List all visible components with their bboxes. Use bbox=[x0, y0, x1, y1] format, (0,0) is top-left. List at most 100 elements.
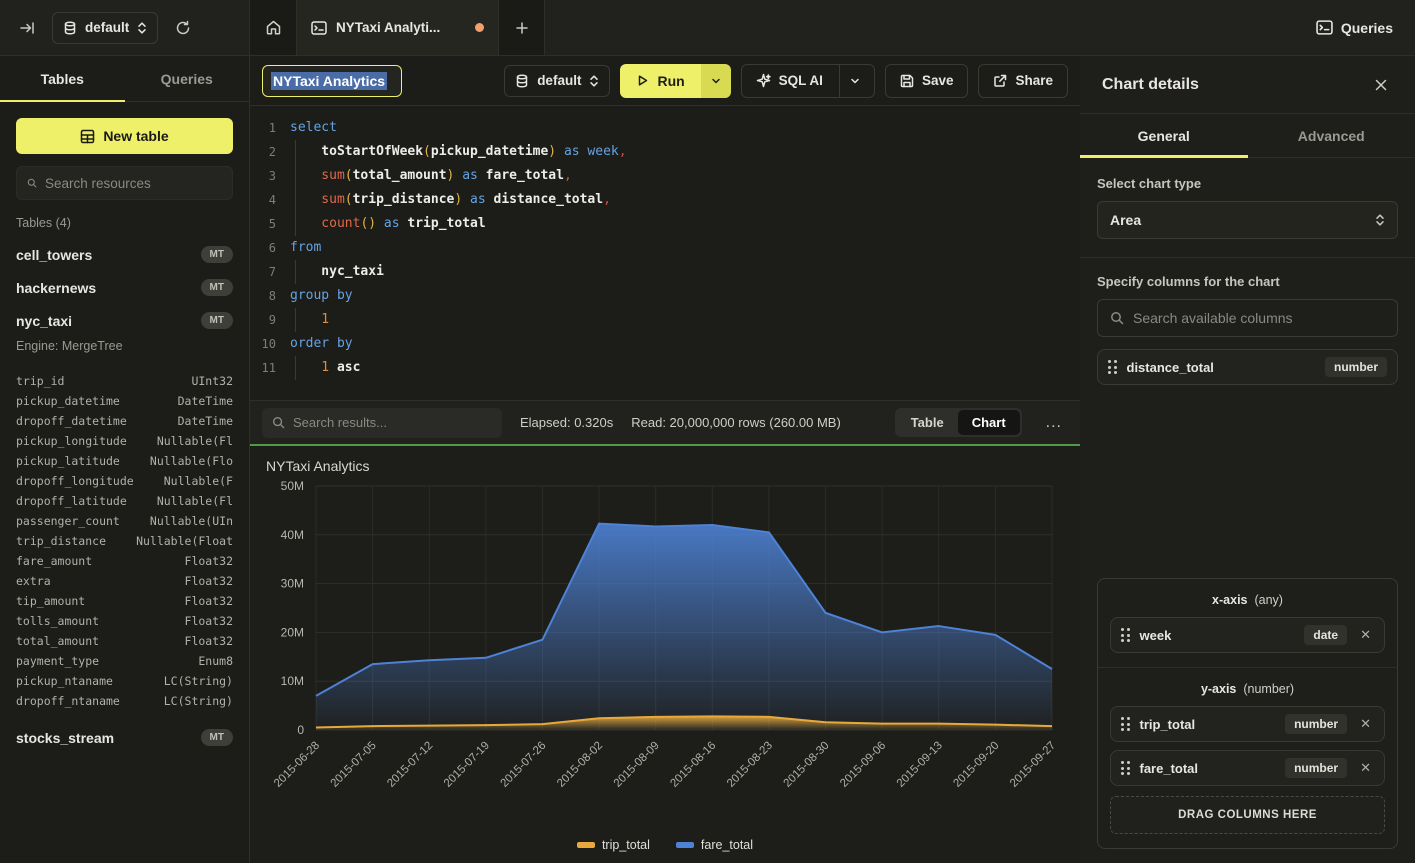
editor-line[interactable]: 6from bbox=[250, 236, 1080, 260]
code-token: week bbox=[587, 140, 618, 164]
resource-search-input[interactable] bbox=[45, 176, 222, 191]
button-divider bbox=[839, 65, 840, 97]
home-tab[interactable] bbox=[250, 0, 297, 55]
remove-icon[interactable]: ✕ bbox=[1357, 627, 1374, 643]
column-row: pickup_datetimeDateTime bbox=[0, 391, 249, 411]
x-axis-tick: 2015-08-16 bbox=[668, 740, 718, 790]
column-name: trip_id bbox=[16, 374, 64, 388]
columns-search-input[interactable] bbox=[1133, 310, 1385, 326]
refresh-icon[interactable] bbox=[168, 13, 198, 43]
tab-advanced[interactable]: Advanced bbox=[1248, 114, 1415, 157]
code-token bbox=[400, 212, 408, 236]
terminal-icon bbox=[1316, 20, 1333, 35]
table-row[interactable]: hackernewsMT bbox=[0, 271, 249, 304]
collapse-sidebar-icon[interactable] bbox=[12, 13, 42, 43]
drag-handle-icon[interactable] bbox=[1121, 717, 1130, 731]
drop-zone[interactable]: DRAG COLUMNS HERE bbox=[1110, 796, 1385, 834]
editor-line[interactable]: 8group by bbox=[250, 284, 1080, 308]
table-row[interactable]: nyc_taxiMT bbox=[0, 304, 249, 337]
column-name: payment_type bbox=[16, 654, 99, 668]
view-toggle-chart[interactable]: Chart bbox=[958, 410, 1020, 435]
remove-icon[interactable]: ✕ bbox=[1357, 716, 1374, 732]
table-name: cell_towers bbox=[16, 247, 92, 263]
drag-handle-icon[interactable] bbox=[1108, 360, 1117, 374]
queries-button[interactable]: Queries bbox=[1294, 0, 1415, 55]
columns-search[interactable] bbox=[1097, 299, 1398, 337]
editor-line[interactable]: 3sum(total_amount) as fare_total, bbox=[250, 164, 1080, 188]
code-token: distance_total bbox=[494, 188, 604, 212]
query-title-input[interactable]: NYTaxi Analytics bbox=[262, 65, 402, 97]
column-chip[interactable]: weekdate✕ bbox=[1110, 617, 1385, 653]
run-button[interactable]: Run bbox=[620, 64, 700, 98]
query-title-selected-text: NYTaxi Analytics bbox=[271, 72, 387, 90]
new-tab-button[interactable] bbox=[499, 0, 545, 55]
engine-badge: MT bbox=[201, 246, 233, 263]
database-selector[interactable]: default bbox=[52, 12, 158, 44]
view-toggle-table[interactable]: Table bbox=[897, 410, 958, 435]
new-table-button[interactable]: New table bbox=[16, 118, 233, 154]
column-chip[interactable]: distance_totalnumber bbox=[1097, 349, 1398, 385]
chart-type-dropdown[interactable]: Area bbox=[1097, 201, 1398, 239]
editor-line[interactable]: 1select bbox=[250, 116, 1080, 140]
legend-item-fare_total[interactable]: fare_total bbox=[676, 838, 753, 852]
drag-handle-icon[interactable] bbox=[1121, 628, 1130, 642]
column-chip[interactable]: fare_totalnumber✕ bbox=[1110, 750, 1385, 786]
editor-line[interactable]: 5count() as trip_total bbox=[250, 212, 1080, 236]
editor-line[interactable]: 91 bbox=[250, 308, 1080, 332]
column-name: tolls_amount bbox=[16, 614, 99, 628]
save-button[interactable]: Save bbox=[885, 64, 969, 98]
x-axis-tick: 2015-07-05 bbox=[329, 740, 379, 790]
editor-line[interactable]: 111 asc bbox=[250, 356, 1080, 380]
indent-guide bbox=[295, 188, 322, 212]
query-database-selector[interactable]: default bbox=[504, 65, 610, 97]
column-name: dropoff_longitude bbox=[16, 474, 134, 488]
new-table-label: New table bbox=[103, 128, 168, 144]
chevron-down-icon[interactable] bbox=[850, 76, 860, 86]
editor-line[interactable]: 10order by bbox=[250, 332, 1080, 356]
table-name: nyc_taxi bbox=[16, 313, 72, 329]
resource-search[interactable] bbox=[16, 166, 233, 200]
column-type: Nullable(Fl bbox=[157, 494, 233, 508]
more-options-icon[interactable]: ... bbox=[1040, 414, 1068, 432]
code-token: as bbox=[470, 188, 486, 212]
sql-ai-button[interactable]: SQL AI bbox=[741, 64, 875, 98]
code-token: toStartOfWeek bbox=[321, 140, 423, 164]
tab-general[interactable]: General bbox=[1080, 114, 1248, 157]
terminal-icon bbox=[311, 21, 327, 35]
line-code: 1 bbox=[290, 308, 329, 332]
legend-item-trip_total[interactable]: trip_total bbox=[577, 838, 650, 852]
queries-label: Queries bbox=[1341, 20, 1393, 36]
indent-guide bbox=[295, 260, 322, 284]
editor-line[interactable]: 2toStartOfWeek(pickup_datetime) as week, bbox=[250, 140, 1080, 164]
editor-line[interactable]: 7nyc_taxi bbox=[250, 260, 1080, 284]
table-row[interactable]: cell_towers MT bbox=[0, 238, 249, 271]
share-button[interactable]: Share bbox=[978, 64, 1068, 98]
legend-label: trip_total bbox=[602, 838, 650, 852]
remove-icon[interactable]: ✕ bbox=[1357, 760, 1374, 776]
chevron-updown-icon bbox=[589, 74, 599, 88]
code-token: ) bbox=[454, 188, 462, 212]
sql-editor[interactable]: 1select2toStartOfWeek(pickup_datetime) a… bbox=[250, 106, 1080, 400]
table-row[interactable]: stocks_streamMT bbox=[0, 721, 249, 754]
x-axis-items: weekdate✕ bbox=[1110, 617, 1385, 653]
columns-label: Specify columns for the chart bbox=[1097, 274, 1398, 289]
editor-line[interactable]: 4sum(trip_distance) as distance_total, bbox=[250, 188, 1080, 212]
sidebar-tab-queries[interactable]: Queries bbox=[125, 56, 250, 101]
results-search-input[interactable] bbox=[293, 415, 492, 430]
y-axis-tick: 0 bbox=[297, 723, 304, 737]
line-number: 6 bbox=[250, 236, 290, 260]
tab-nytaxi-analytics[interactable]: NYTaxi Analyti... bbox=[297, 0, 499, 55]
column-chip[interactable]: trip_totalnumber✕ bbox=[1110, 706, 1385, 742]
sidebar-tabs: Tables Queries bbox=[0, 56, 249, 102]
column-row: passenger_countNullable(UIn bbox=[0, 511, 249, 531]
code-token: ( bbox=[423, 140, 431, 164]
sidebar-tab-tables[interactable]: Tables bbox=[0, 56, 125, 101]
results-search[interactable] bbox=[262, 408, 502, 438]
column-name: dropoff_datetime bbox=[16, 414, 127, 428]
drag-handle-icon[interactable] bbox=[1121, 761, 1130, 775]
indent-guide bbox=[295, 140, 322, 164]
run-options-button[interactable] bbox=[701, 64, 731, 98]
database-icon bbox=[515, 74, 529, 88]
chart-details-body: Select chart type Area Specify columns f… bbox=[1080, 158, 1415, 863]
close-icon[interactable] bbox=[1369, 73, 1393, 97]
